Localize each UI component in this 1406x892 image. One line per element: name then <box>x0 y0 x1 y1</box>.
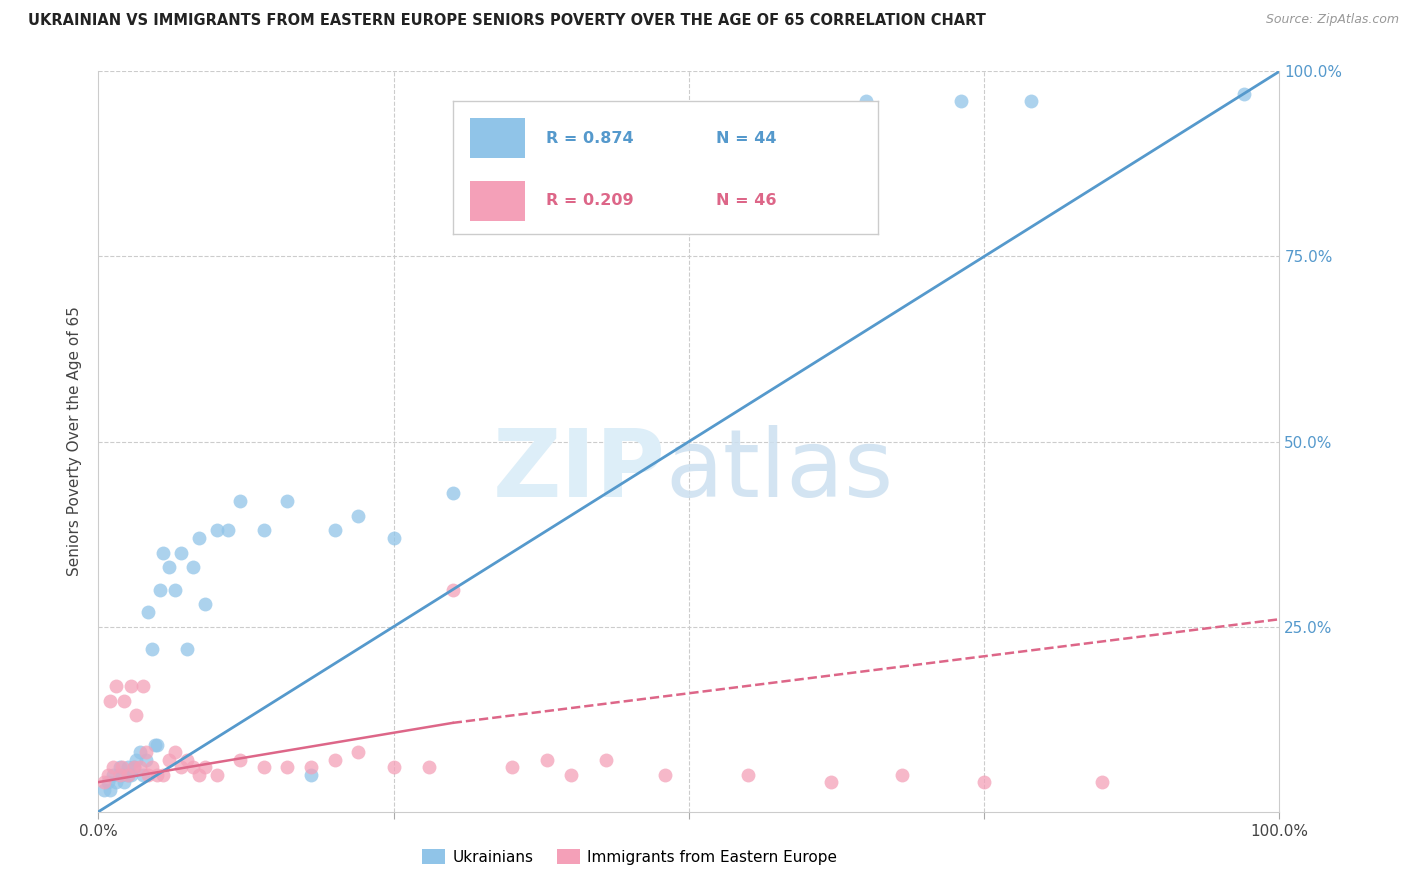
Text: atlas: atlas <box>665 425 894 517</box>
Point <box>108 760 131 774</box>
Point <box>141 760 163 774</box>
Point <box>111 767 134 781</box>
Point <box>855 94 877 108</box>
Point <box>117 767 139 781</box>
Point <box>141 641 163 656</box>
Point <box>1091 775 1114 789</box>
Point <box>125 753 148 767</box>
Point <box>347 746 370 760</box>
Point <box>152 546 174 560</box>
Point <box>152 767 174 781</box>
Point <box>112 694 135 708</box>
Point <box>111 760 134 774</box>
Point <box>441 486 464 500</box>
Point <box>101 760 124 774</box>
Point <box>181 560 204 574</box>
Point <box>441 582 464 597</box>
Point <box>132 767 155 781</box>
Point <box>205 767 228 781</box>
Point <box>157 560 180 574</box>
Point <box>165 582 187 597</box>
Point <box>382 760 405 774</box>
Text: Source: ZipAtlas.com: Source: ZipAtlas.com <box>1265 13 1399 27</box>
Point <box>105 775 128 789</box>
Point <box>194 598 217 612</box>
Point <box>654 767 676 781</box>
Point <box>187 767 209 781</box>
Point <box>890 767 912 781</box>
Point <box>136 767 159 781</box>
Point <box>105 679 128 693</box>
Point <box>143 738 166 752</box>
Point <box>820 775 842 789</box>
Point <box>560 767 582 781</box>
Point <box>136 605 159 619</box>
Point <box>595 753 617 767</box>
Point <box>299 767 322 781</box>
Point <box>194 760 217 774</box>
Point <box>347 508 370 523</box>
Point <box>93 775 115 789</box>
Text: ZIP: ZIP <box>492 425 665 517</box>
Point <box>229 493 252 508</box>
Point <box>101 767 124 781</box>
Point <box>128 760 150 774</box>
Point <box>187 531 209 545</box>
Point <box>121 679 143 693</box>
Point <box>176 641 198 656</box>
Point <box>146 767 169 781</box>
Point <box>97 775 120 789</box>
Point <box>323 524 346 538</box>
Point <box>276 493 298 508</box>
Point <box>323 753 346 767</box>
Legend: Ukrainians, Immigrants from Eastern Europe: Ukrainians, Immigrants from Eastern Euro… <box>416 843 844 871</box>
Point <box>117 767 139 781</box>
Point <box>93 782 115 797</box>
Point <box>122 760 145 774</box>
Point <box>501 760 523 774</box>
Point <box>128 746 150 760</box>
Point <box>108 767 131 781</box>
Y-axis label: Seniors Poverty Over the Age of 65: Seniors Poverty Over the Age of 65 <box>67 307 83 576</box>
Point <box>299 760 322 774</box>
Point <box>1021 94 1043 108</box>
Point <box>122 760 145 774</box>
Point <box>737 767 759 781</box>
Point <box>146 738 169 752</box>
Point <box>97 767 120 781</box>
Point <box>121 767 143 781</box>
Point <box>157 753 180 767</box>
Point <box>98 782 121 797</box>
Point <box>125 708 148 723</box>
Point <box>149 582 172 597</box>
Point <box>205 524 228 538</box>
Point <box>112 775 135 789</box>
Point <box>536 753 558 767</box>
Point <box>253 760 276 774</box>
Point <box>949 94 972 108</box>
Point <box>1233 87 1256 101</box>
Point <box>117 760 139 774</box>
Point <box>135 753 157 767</box>
Point <box>418 760 440 774</box>
Point <box>135 746 157 760</box>
Point <box>276 760 298 774</box>
Point <box>170 546 193 560</box>
Point <box>253 524 276 538</box>
Point <box>98 694 121 708</box>
Point <box>382 531 405 545</box>
Point <box>973 775 995 789</box>
Text: UKRAINIAN VS IMMIGRANTS FROM EASTERN EUROPE SENIORS POVERTY OVER THE AGE OF 65 C: UKRAINIAN VS IMMIGRANTS FROM EASTERN EUR… <box>28 13 986 29</box>
Point <box>748 109 770 123</box>
Point <box>229 753 252 767</box>
Point <box>132 679 155 693</box>
Point <box>217 524 239 538</box>
Point <box>165 746 187 760</box>
Point <box>176 753 198 767</box>
Point <box>170 760 193 774</box>
Point <box>181 760 204 774</box>
